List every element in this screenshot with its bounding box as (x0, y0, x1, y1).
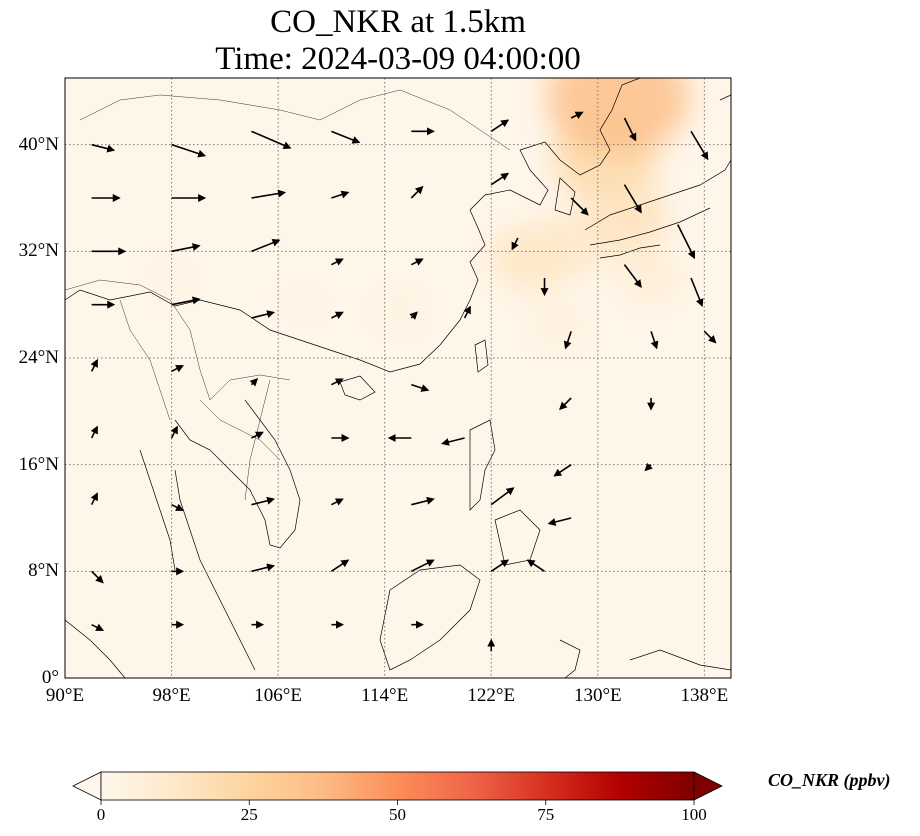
wind-arrow-37 (331, 498, 344, 506)
co-plume-5 (527, 300, 589, 350)
wind-arrow-64 (623, 264, 642, 288)
wind-arrow-34 (90, 492, 98, 506)
wind-vectors (90, 111, 717, 652)
colorbar-tick-label: 100 (681, 805, 707, 824)
lon-tick-label: 130°E (573, 685, 622, 706)
colorbar-tick-label: 75 (537, 805, 555, 824)
co-plume-6 (617, 251, 685, 305)
wind-arrow-61 (570, 197, 589, 216)
lat-tick-label: 0° (41, 667, 59, 688)
wind-arrow-21 (409, 311, 418, 320)
wind-arrow-2 (251, 130, 292, 149)
co-concentration-field (145, 78, 689, 350)
wind-arrow-55 (559, 397, 572, 411)
gridlines (65, 78, 731, 678)
lon-tick-label: 122°E (467, 685, 516, 706)
wind-arrow-33 (441, 437, 465, 446)
wind-arrow-44 (410, 559, 435, 573)
wind-arrow-20 (331, 311, 344, 319)
wind-arrow-25 (249, 378, 259, 387)
wind-arrow-11 (490, 172, 510, 186)
wind-arrow-54 (703, 330, 717, 344)
wind-arrow-8 (251, 189, 287, 199)
lon-tick-label: 106°E (254, 685, 302, 706)
lat-tick-label: 16°N (18, 453, 59, 475)
wind-arrow-36 (251, 496, 276, 506)
lat-tick-label: 8°N (28, 560, 59, 582)
wind-arrow-14 (251, 238, 281, 253)
wind-arrow-26 (331, 378, 344, 386)
wind-arrow-57 (553, 464, 572, 477)
wind-arrow-16 (410, 258, 424, 266)
lon-tick-label: 90°E (45, 685, 85, 706)
chart-title-line1: CO_NKR at 1.5km (270, 4, 526, 40)
wind-arrow-19 (251, 310, 276, 319)
wind-arrow-66 (623, 117, 637, 142)
wind-arrow-68 (570, 111, 584, 119)
wind-arrow-22 (463, 305, 471, 319)
wind-arrow-0 (91, 143, 116, 153)
wind-arrow-39 (490, 487, 515, 506)
chart-title-line2: Time: 2024-03-09 04:00:00 (215, 41, 581, 77)
wind-arrow-24 (171, 365, 184, 373)
wind-arrow-59 (547, 517, 572, 526)
lon-tick-label: 114°E (361, 685, 409, 706)
wind-arrow-62 (623, 184, 642, 214)
wind-arrow-42 (251, 563, 276, 573)
wind-arrow-9 (331, 190, 350, 199)
colorbar-label: CO_NKR (ppbv) (768, 770, 891, 790)
map-frame (64, 77, 732, 679)
lat-tick-label: 32°N (18, 240, 59, 262)
co-plume-7 (369, 287, 427, 335)
wind-arrow-35 (171, 503, 184, 511)
co-plume-8 (278, 283, 331, 326)
wind-arrow-40 (91, 570, 104, 584)
wind-arrow-60 (526, 559, 545, 572)
wind-arrow-29 (170, 425, 178, 439)
colorbar-gradient (100, 771, 695, 801)
wind-arrow-18 (171, 296, 201, 306)
wind-arrow-23 (90, 358, 98, 372)
wind-arrow-15 (331, 258, 344, 266)
lon-tick-label: 138°E (680, 685, 729, 706)
wind-arrow-10 (410, 185, 424, 199)
wind-arrow-45 (490, 559, 510, 572)
wind-arrow-69 (511, 237, 519, 251)
wind-arrow-27 (411, 383, 430, 392)
colorbar-tick-label: 0 (96, 805, 106, 824)
wind-arrow-53 (650, 331, 659, 350)
wind-arrow-43 (330, 559, 350, 572)
wind-arrow-38 (411, 496, 435, 506)
wind-arrow-67 (690, 130, 709, 161)
wind-arrow-13 (171, 243, 201, 253)
wind-arrow-3 (331, 130, 361, 144)
wind-arrow-1 (171, 143, 207, 158)
lat-tick-label: 40°N (18, 133, 59, 155)
lon-tick-label: 98°E (152, 685, 191, 706)
wind-arrow-65 (690, 277, 704, 307)
colorbar-extend-min (72, 771, 102, 801)
wind-arrow-5 (490, 119, 510, 132)
wind-arrow-28 (90, 425, 98, 439)
wind-arrow-58 (644, 462, 653, 472)
lat-tick-label: 24°N (18, 347, 59, 368)
co-plume-1 (546, 78, 689, 155)
colorbar-extend-max (693, 771, 723, 801)
wind-arrow-52 (563, 331, 572, 350)
colorbar-tick-label: 50 (389, 805, 406, 824)
country-borders (65, 89, 511, 501)
colorbar-tick-label: 25 (240, 805, 258, 824)
wind-arrow-63 (677, 224, 695, 260)
co-plume-4 (532, 213, 610, 276)
wind-arrow-30 (251, 431, 264, 439)
wind-arrow-46 (91, 623, 105, 631)
